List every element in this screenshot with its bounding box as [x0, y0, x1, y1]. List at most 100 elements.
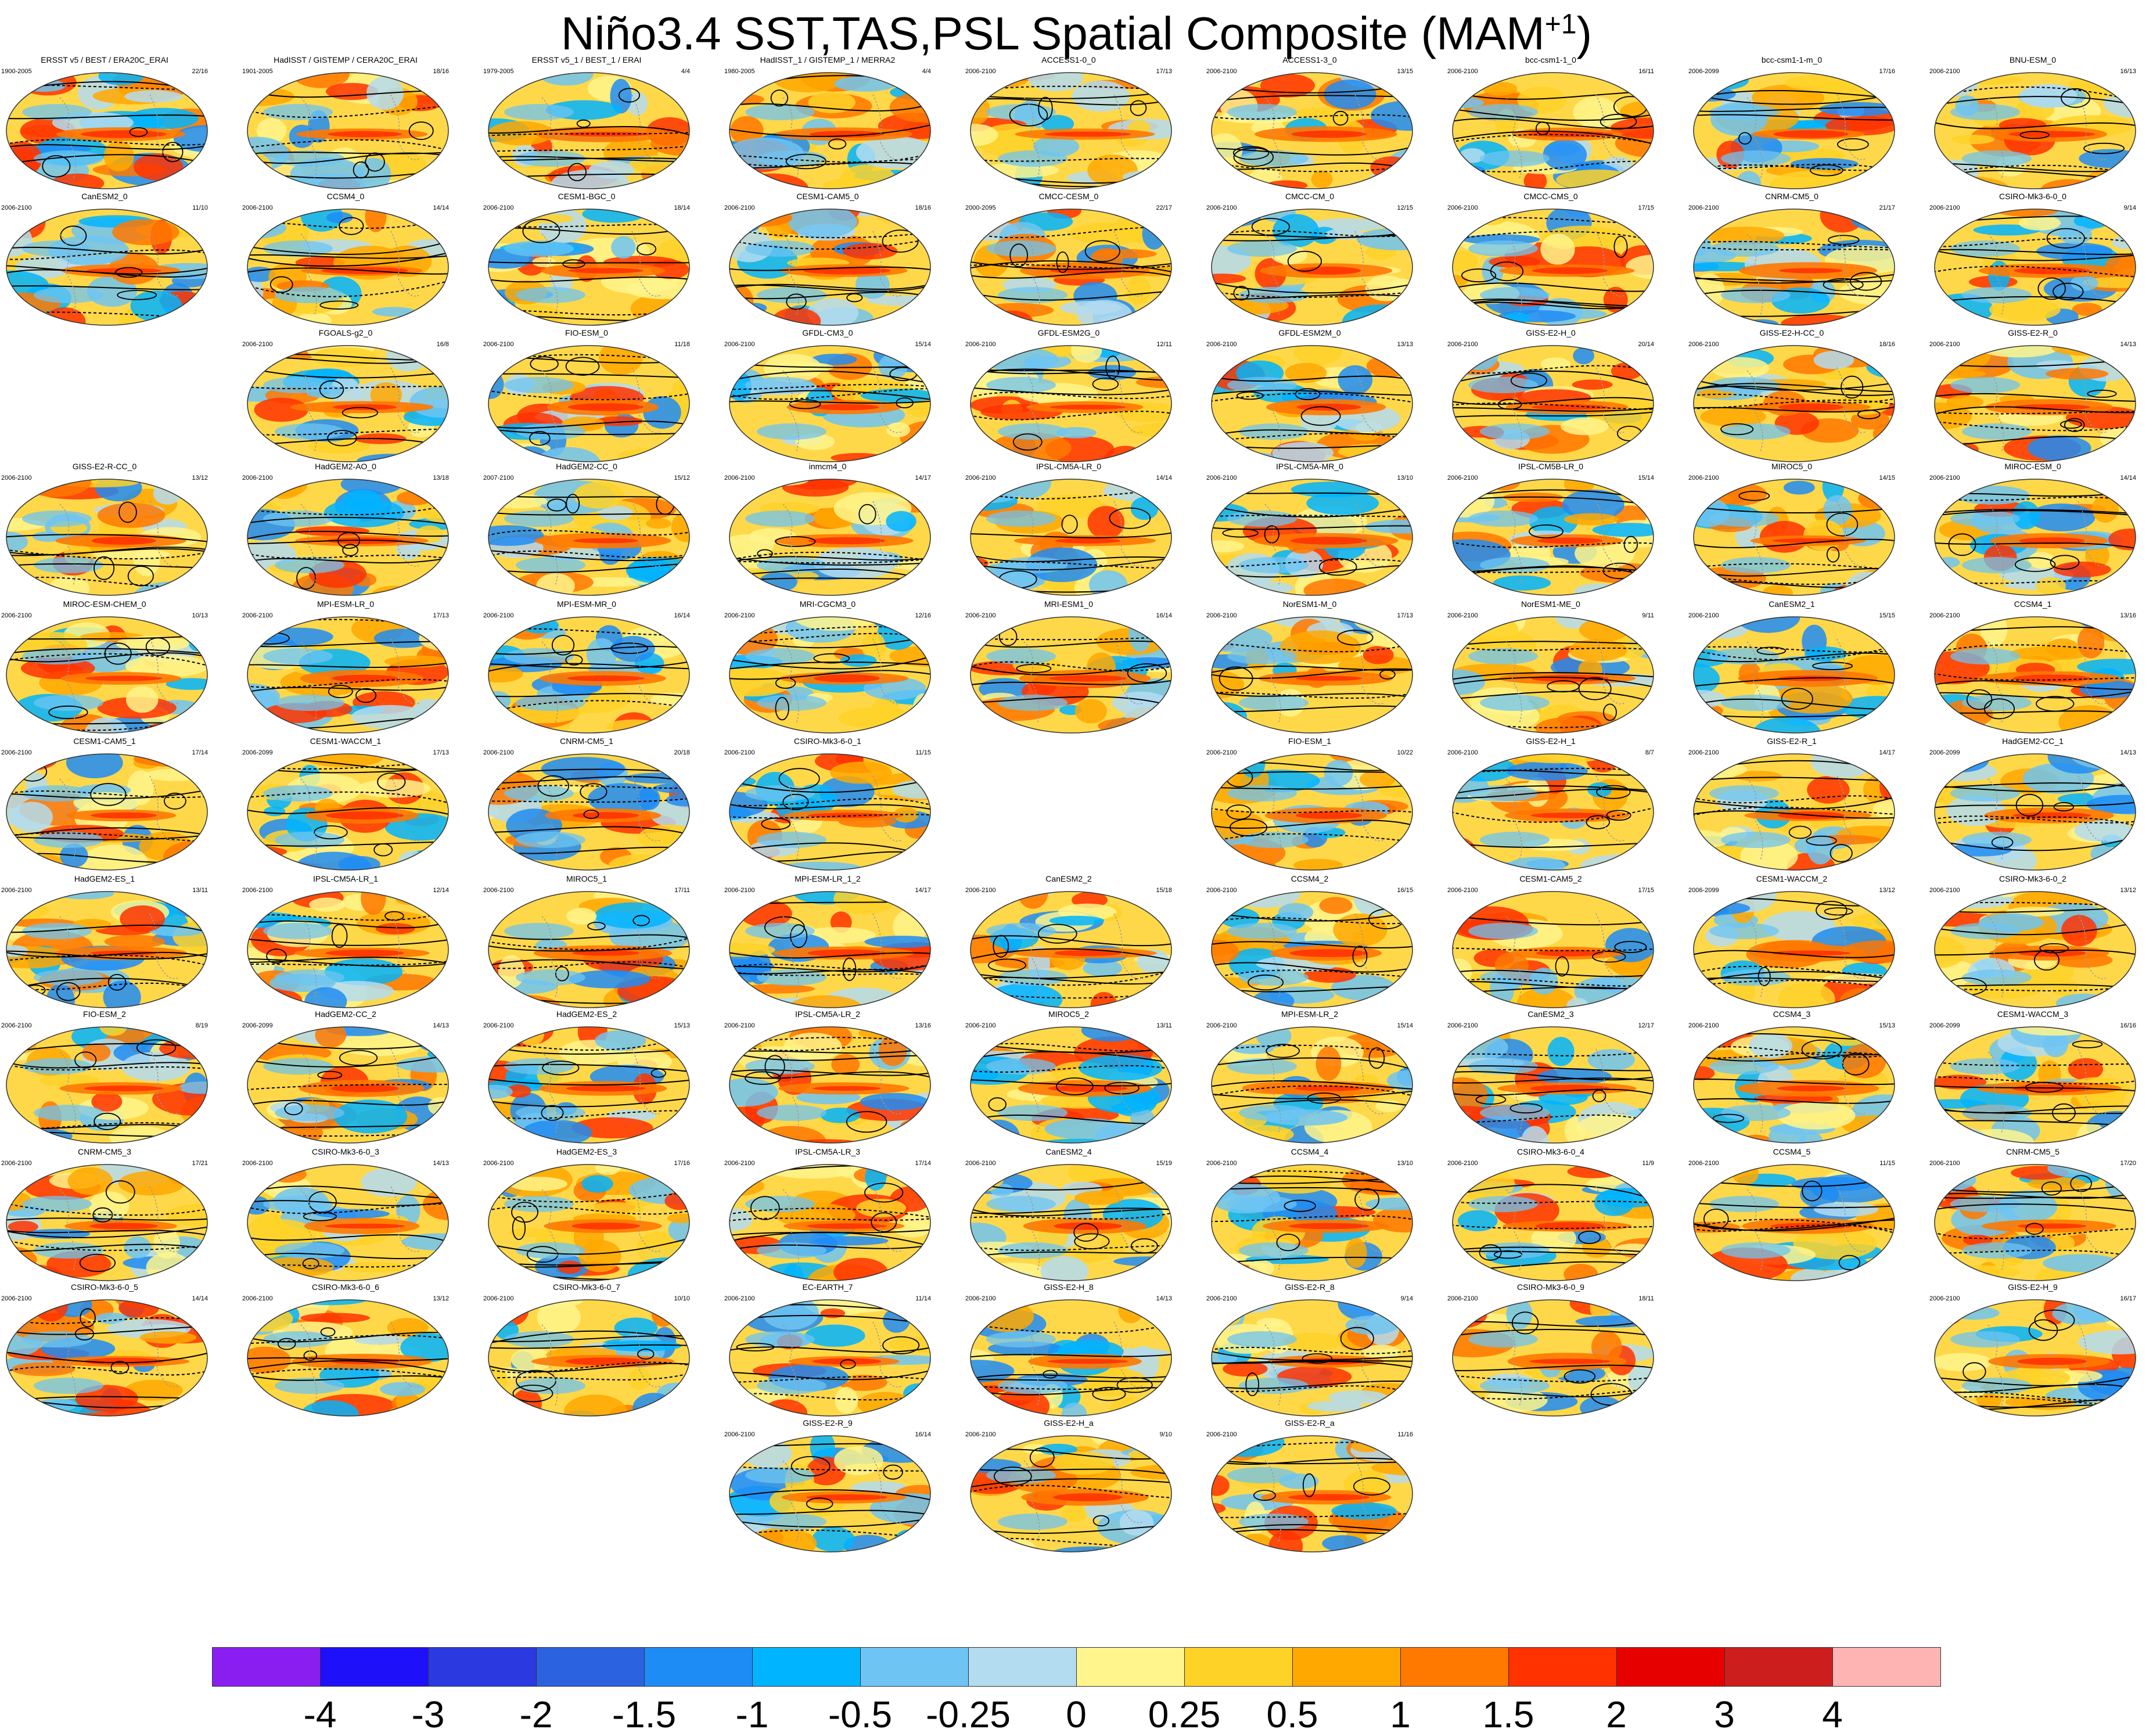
globe-map: [6, 616, 208, 734]
globe-map: [488, 345, 690, 462]
map-panel: inmcm4_0 2006-2100 14/17: [723, 462, 932, 598]
panel-count: 10/13: [192, 612, 208, 619]
panel-title: bcc-csm1-1_0: [1525, 55, 1576, 64]
globe-map: [247, 616, 449, 734]
globe-map: [247, 1164, 449, 1281]
panel-title: MRI-CGCM3_0: [799, 599, 856, 609]
globe-map: [729, 72, 931, 189]
globe-map: [1452, 209, 1654, 326]
panel-title: CSIRO-Mk3-6-0_4: [1517, 1147, 1584, 1156]
panel-count: 15/19: [1156, 1160, 1172, 1167]
panel-title: CSIRO-Mk3-6-0_9: [1517, 1282, 1584, 1292]
panel-title: CCSM4_0: [326, 192, 365, 201]
globe-map: [1211, 1435, 1413, 1552]
panel-count: 14/15: [1879, 475, 1895, 481]
map-panel: IPSL-CM5A-LR_1 2006-2100 12/14: [241, 874, 450, 1011]
panel-years: 2006-2100: [1, 612, 32, 619]
panel-count: 22/17: [1156, 204, 1172, 211]
panel-count: 12/14: [433, 887, 449, 894]
panel-years: 2006-2100: [965, 1295, 996, 1302]
panel-title: MPI-ESM-LR_2: [1281, 1009, 1339, 1019]
panel-title: CMCC-CESM_0: [1038, 192, 1099, 201]
map-panel: HadGEM2-ES_1 2006-2100 13/11: [0, 874, 209, 1011]
globe-map: [247, 209, 449, 326]
panel-count: 17/15: [1638, 204, 1654, 211]
panel-years: 2006-2100: [1206, 68, 1237, 75]
panel-title: GISS-E2-R_8: [1285, 1282, 1335, 1292]
globe-map: [1211, 1164, 1413, 1281]
map-panel: FIO-ESM_0 2006-2100 11/18: [482, 328, 691, 465]
panel-years: 2006-2100: [1688, 204, 1719, 211]
map-panel: ERSST v5_1 / BEST_1 / ERAI 1979-2005 4/4: [482, 55, 691, 192]
map-panel: ACCESS1-3_0 2006-2100 13/15: [1205, 55, 1414, 192]
globe-map: [1452, 1026, 1654, 1144]
map-panel: FIO-ESM_2 2006-2100 8/19: [0, 1009, 209, 1146]
panel-count: 9/14: [1400, 1295, 1413, 1302]
globe-map: [488, 209, 690, 326]
panel-count: 13/16: [915, 1022, 931, 1029]
panel-years: 2006-2100: [1206, 475, 1237, 481]
panel-years: 2006-2100: [724, 1022, 755, 1029]
map-panel: CNRM-CM5_5 2006-2100 17/20: [1928, 1147, 2137, 1284]
map-panel: BNU-ESM_0 2006-2100 16/13: [1928, 55, 2137, 192]
globe-map: [6, 209, 208, 326]
panel-years: 2006-2100: [965, 68, 996, 75]
panel-count: 16/8: [436, 341, 449, 348]
globe-map: [1211, 891, 1413, 1008]
panel-years: 2006-2099: [1688, 68, 1719, 75]
panel-title: IPSL-CM5A-LR_2: [795, 1009, 861, 1019]
panel-years: 2006-2100: [1, 1295, 32, 1302]
map-panel: HadGEM2-CC_0 2007-2100 15/12: [482, 462, 691, 598]
colorbar-tick-label: 0.5: [1266, 1694, 1318, 1735]
panel-count: 13/18: [433, 475, 449, 481]
map-panel: IPSL-CM5B-LR_0 2006-2100 15/14: [1446, 462, 1655, 598]
colorbar-tick-label: -3: [411, 1694, 445, 1735]
globe-map: [1693, 72, 1895, 189]
map-panel: GISS-E2-R_0 2006-2100 14/13: [1928, 328, 2137, 465]
panel-years: 2006-2100: [1, 887, 32, 894]
globe-map: [729, 616, 931, 734]
panel-years: 2006-2100: [483, 749, 514, 756]
globe-map: [1693, 753, 1895, 871]
map-panel: CESM1-BGC_0 2006-2100 18/14: [482, 192, 691, 328]
panel-years: 1901-2005: [242, 68, 273, 75]
panel-title: HadGEM2-CC_0: [556, 462, 617, 471]
panel-title: GISS-E2-H_9: [2008, 1282, 2058, 1292]
panel-title: MRI-ESM1_0: [1044, 599, 1094, 609]
map-panel: CSIRO-Mk3-6-0_0 2006-2100 9/14: [1928, 192, 2137, 328]
map-panel: CCSM4_3 2006-2100 15/13: [1687, 1009, 1896, 1146]
panel-count: 13/11: [1156, 1022, 1172, 1029]
panel-count: 16/16: [2120, 1022, 2136, 1029]
map-panel: CSIRO-Mk3-6-0_6 2006-2100 13/12: [241, 1282, 450, 1419]
panel-count: 14/13: [433, 1160, 449, 1167]
panel-count: 13/12: [433, 1295, 449, 1302]
panel-years: 2006-2100: [1206, 204, 1237, 211]
panel-count: 13/15: [1397, 68, 1413, 75]
panel-count: 14/17: [915, 475, 931, 481]
panel-title: CSIRO-Mk3-6-0_6: [312, 1282, 379, 1292]
panel-years: 1979-2005: [483, 68, 514, 75]
globe-map: [1452, 345, 1654, 462]
map-panel: CNRM-CM5_0 2006-2100 21/17: [1687, 192, 1896, 328]
panel-years: 2006-2100: [1929, 887, 1960, 894]
panel-count: 13/12: [1879, 887, 1895, 894]
panel-title: CanESM2_1: [1769, 599, 1815, 609]
panel-years: 2006-2100: [724, 1160, 755, 1167]
map-panel: IPSL-CM5A-MR_0 2006-2100 13/10: [1205, 462, 1414, 598]
panel-years: 2006-2100: [1929, 68, 1960, 75]
colorbar-swatch: [644, 1647, 753, 1687]
panel-years: 2006-2100: [724, 612, 755, 619]
panel-title: inmcm4_0: [808, 462, 847, 471]
colorbar-tick-label: -1: [735, 1694, 769, 1735]
map-panel: CNRM-CM5_1 2006-2100 20/18: [482, 736, 691, 873]
panel-title: CSIRO-Mk3-6-0_3: [312, 1147, 379, 1156]
globe-map: [488, 1299, 690, 1417]
panel-count: 17/13: [433, 612, 449, 619]
globe-map: [1934, 1026, 2136, 1144]
panel-title: CESM1-BGC_0: [558, 192, 616, 201]
panel-title: CCSM4_1: [2014, 599, 2052, 609]
colorbar-tick-label: 0: [1066, 1694, 1087, 1735]
panel-count: 20/18: [674, 749, 690, 756]
panel-count: 15/13: [1879, 1022, 1895, 1029]
panel-count: 13/10: [1397, 1160, 1413, 1167]
